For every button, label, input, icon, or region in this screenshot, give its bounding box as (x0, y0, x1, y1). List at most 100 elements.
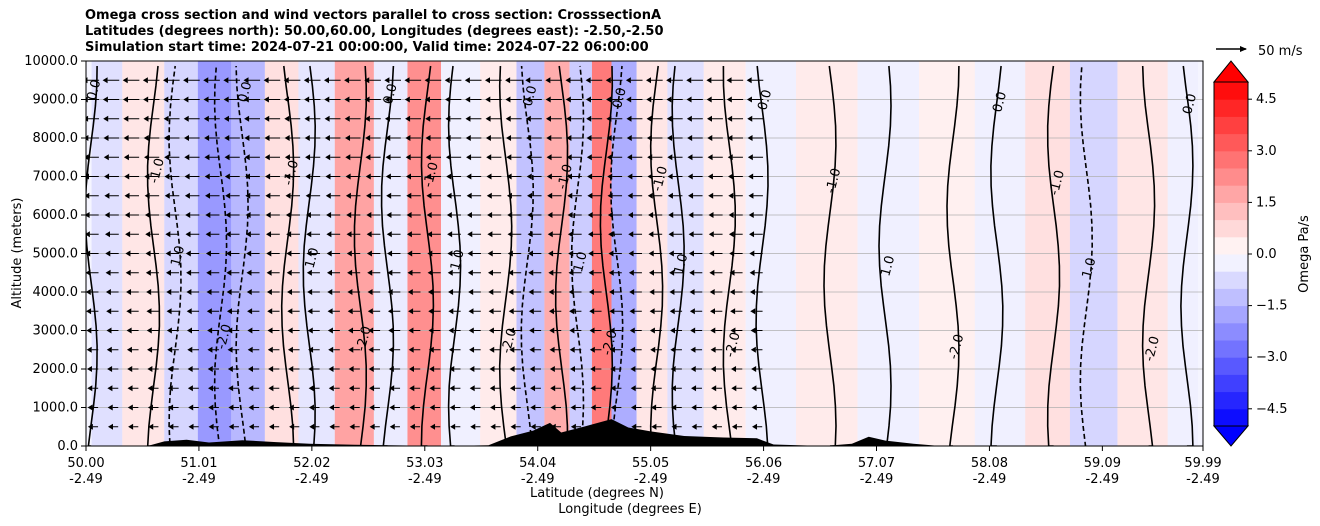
wind-vector (447, 250, 453, 257)
wind-vector (585, 96, 591, 103)
wind-vector (328, 385, 334, 392)
colorbar-tick-label: 3.0 (1256, 144, 1277, 159)
wind-vector (426, 192, 432, 199)
wind-vector (268, 404, 274, 411)
wind-vector (103, 135, 109, 141)
wind-vector (369, 423, 375, 430)
wind-vector (86, 154, 89, 161)
wind-vector (104, 173, 110, 180)
y-tick-label: 2000.0 (33, 362, 79, 377)
contour-line (722, 65, 736, 446)
wind-vector (530, 385, 536, 392)
wind-vector (508, 289, 514, 295)
wind-vector (630, 385, 636, 392)
wind-vector (163, 96, 169, 103)
wind-vector (386, 212, 392, 218)
wind-vector (587, 192, 593, 199)
wind-vector (86, 250, 91, 257)
y-tick-label: 6000.0 (33, 208, 79, 223)
wind-vector (123, 135, 129, 141)
wind-vector (527, 212, 533, 218)
x-tick-label-lat: 57.07 (858, 456, 895, 471)
colorbar-level (1214, 236, 1248, 255)
y-tick-label: 1000.0 (33, 401, 79, 416)
wind-vector (285, 192, 291, 199)
wind-vector (228, 423, 234, 430)
wind-vector (708, 192, 714, 199)
wind-vector (305, 192, 311, 199)
wind-vector (107, 404, 113, 411)
wind-vector (264, 135, 270, 141)
wind-vector (486, 173, 492, 180)
wind-vector (668, 231, 674, 238)
wind-vector (409, 404, 415, 411)
wind-vector (647, 173, 653, 180)
wind-vector (647, 192, 653, 199)
wind-vector (224, 135, 230, 141)
wind-vector (689, 308, 695, 315)
wind-vector (526, 154, 532, 161)
wind-vector (728, 231, 734, 238)
wind-vector (306, 269, 312, 276)
wind-vector (244, 173, 250, 180)
wind-vector (287, 289, 293, 295)
wind-vector (147, 385, 153, 392)
wind-vector (488, 308, 494, 315)
wind-vector (144, 154, 150, 161)
wind-vector (550, 404, 556, 411)
x-tick-label-lat: 56.06 (745, 456, 782, 471)
wind-vector (388, 366, 394, 372)
wind-vector (670, 327, 676, 334)
wind-vector (166, 308, 172, 315)
wind-vector (86, 212, 90, 218)
wind-vector (426, 173, 432, 180)
wind-vector (586, 135, 592, 141)
wind-vector (167, 366, 173, 372)
wind-vector (305, 154, 311, 161)
wind-vector (164, 173, 170, 180)
wind-vector (287, 308, 293, 315)
wind-vector (86, 173, 89, 180)
wind-vector (567, 192, 573, 199)
wind-vector (727, 115, 733, 122)
wind-vector (208, 385, 214, 392)
wind-vector (327, 308, 333, 315)
wind-vector (385, 173, 391, 180)
contour-line (1141, 65, 1156, 446)
wind-vector (265, 192, 271, 199)
wind-vector (187, 366, 193, 372)
x-axis-label-latitude: Latitude (degrees N) (530, 486, 664, 501)
wind-vector (188, 404, 194, 411)
wind-vector (546, 135, 552, 141)
wind-vector (308, 366, 314, 372)
wind-vector (248, 423, 254, 430)
contour-line (280, 65, 295, 446)
wind-vector (205, 231, 211, 238)
wind-vector (125, 231, 131, 238)
wind-vector (143, 115, 149, 122)
wind-vector (105, 269, 111, 276)
wind-vector (143, 96, 149, 103)
contour-line (609, 65, 624, 446)
wind-vector (505, 96, 511, 103)
wind-vector (628, 250, 634, 257)
wind-vector (688, 212, 694, 218)
wind-vector (629, 289, 635, 295)
wind-vector (628, 269, 634, 276)
colorbar-level (1214, 271, 1248, 289)
x-tick-label-lon: -2.49 (295, 472, 329, 487)
y-tick-label: 3000.0 (33, 324, 79, 339)
wind-vector (626, 96, 632, 103)
wind-vector (126, 346, 132, 353)
terrain-profile (86, 419, 1203, 446)
wind-vector (608, 250, 614, 257)
wind-vector (727, 135, 733, 141)
wind-vector (687, 173, 693, 180)
wind-vector (183, 115, 189, 122)
wind-vector (204, 154, 210, 161)
wind-vector (226, 308, 232, 315)
wind-vector (166, 327, 172, 334)
wind-vector (147, 366, 153, 372)
wind-vector (223, 77, 229, 84)
wind-vector (266, 289, 272, 295)
